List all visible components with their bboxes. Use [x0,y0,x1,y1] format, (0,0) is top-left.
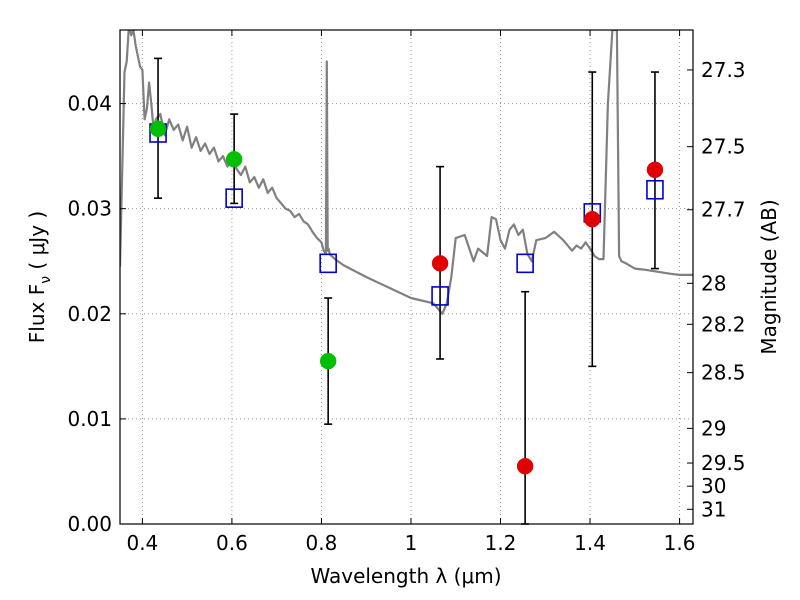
x-tick-label: 1.4 [574,531,606,555]
x-axis-title: Wavelength λ (μm) [310,564,501,588]
y-tick-label: 0.01 [67,407,112,431]
observed-flux-red-point [431,255,449,272]
y-axis-title-unit: ( μJy ) [25,211,49,276]
y-axis-title-subscript: ν [38,276,54,284]
y-tick-label: 0.04 [67,92,112,116]
model-flux-square [319,253,337,274]
x-tick-label: 1.2 [485,531,517,555]
y-tick-label: 0.02 [67,302,112,326]
x-tick-label: 0.4 [126,531,158,555]
model-flux-square [225,188,243,208]
magnitude-tick-label: 31 [701,497,726,521]
model-flux-square [431,286,449,306]
x-tick-label: 1.6 [664,531,696,555]
magnitude-tick-label: 27.5 [701,135,746,159]
markers [149,120,664,475]
ticks [120,30,693,525]
magnitude-tick-label: 28.2 [701,312,746,336]
plot-data [120,30,693,315]
y-axis-title-main: Flux F [25,284,49,343]
model-flux-square [516,253,534,274]
errorbars [154,57,659,525]
model-flux-square [646,179,664,200]
tick-labels: 0.4 0.6 0.8 1 1.2 1.4 1.6 0.00 0.01 0.02 0.03 0.04 2… [67,58,745,555]
y-axis-right-title: Magnitude (AB) [757,199,781,354]
y-tick-label: 0.03 [67,197,112,221]
observed-flux-green-point [319,352,337,370]
observed-flux-red-point [646,161,664,179]
magnitude-tick-label: 27.7 [701,198,746,222]
magnitude-tick-label: 27.3 [701,58,746,82]
sed-model-curve [120,30,693,315]
magnitude-tick-label: 28 [701,271,726,295]
x-tick-label: 0.6 [216,531,248,555]
magnitude-tick-label: 29.5 [701,451,746,475]
plot-frame [119,29,694,525]
magnitude-tick-label: 28.5 [701,361,746,385]
observed-flux-green-point [149,120,167,138]
observed-flux-red-point [584,210,601,228]
magnitude-tick-label: 29 [701,416,726,440]
magnitude-tick-label: 30 [701,474,726,498]
x-tick-label: 0.8 [306,531,338,555]
y-axis-title: Flux Fν ( μJy ) [25,211,54,343]
x-tick-label: 1 [405,531,418,555]
observed-flux-red-point [516,457,534,475]
y-tick-label: 0.00 [67,512,112,536]
observed-flux-green-point [225,151,243,168]
